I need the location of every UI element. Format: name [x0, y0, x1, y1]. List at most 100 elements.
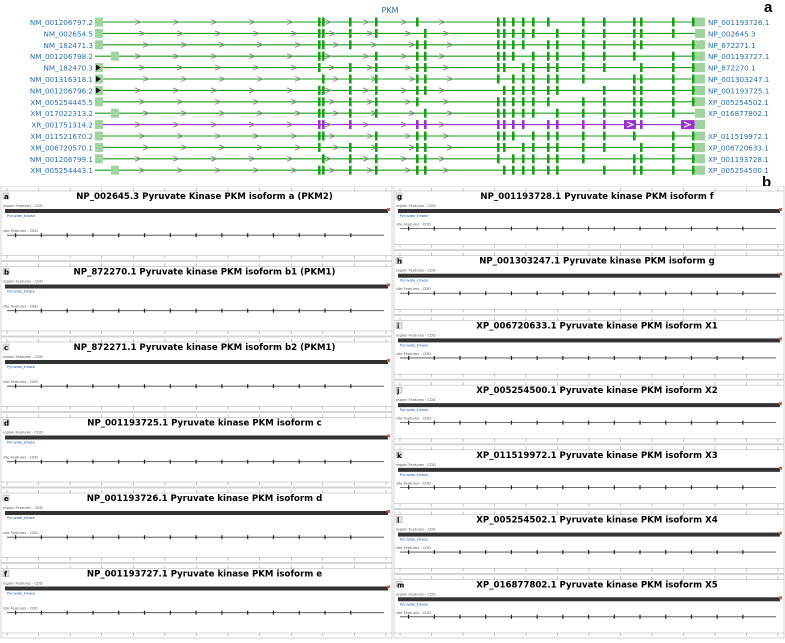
domain-label: Pyruvate_kinase: [400, 538, 428, 542]
site-mark: [588, 550, 590, 555]
protein-accession-label: NP_872271.1: [708, 41, 756, 50]
strand-arrow-icon: [172, 121, 181, 128]
strand-arrow-icon: [442, 30, 451, 37]
track-label: region Features - CDD: [3, 280, 43, 284]
panel-frame: [393, 379, 785, 445]
exon-block: [512, 51, 515, 61]
track-label: site Features - CDD: [396, 417, 431, 421]
site-mark: [118, 384, 120, 389]
track-label: region Features - CDD: [396, 463, 436, 467]
exon-block: [603, 85, 606, 95]
start-arrow-icon: [96, 76, 101, 82]
utr-block: [695, 85, 705, 95]
site-mark: [350, 610, 352, 615]
site-mark: [665, 355, 667, 360]
domain-bar: [398, 597, 780, 602]
strand-arrow-icon: [176, 98, 185, 105]
panel-letter-box: [2, 192, 10, 200]
exon-block: [322, 108, 325, 118]
panel-letter: h: [397, 258, 402, 266]
exon-block: [318, 165, 321, 175]
strand-arrow-icon: [438, 121, 447, 128]
site-mark: [66, 459, 68, 464]
exon-block: [512, 85, 515, 95]
strand-arrow-icon: [324, 87, 333, 94]
exon-block: [633, 28, 636, 38]
protein-title: XP_005254502.1 Pyruvate kinase PKM isofo…: [476, 516, 717, 526]
exon-block: [532, 97, 535, 107]
exon-block: [692, 120, 695, 130]
exon-block: [640, 97, 643, 107]
site-mark: [510, 485, 513, 490]
exon-block: [603, 108, 606, 118]
strand-arrow-icon: [332, 76, 341, 82]
panel-letter: e: [4, 495, 9, 503]
track-label: site Features - CDD: [396, 611, 431, 615]
protein-title: XP_006720633.1 Pyruvate kinase PKM isofo…: [476, 321, 717, 331]
site-mark: [562, 291, 564, 296]
site-mark: [639, 355, 641, 360]
exon-block: [532, 51, 535, 61]
site-mark: [66, 535, 68, 540]
site-mark: [66, 384, 68, 389]
exon-block: [672, 17, 675, 27]
exon-block: [503, 97, 506, 107]
strand-arrow-icon: [290, 167, 299, 174]
site-mark: [665, 291, 667, 296]
exon-block: [582, 120, 585, 130]
domain-bar: [398, 209, 780, 213]
site-mark: [562, 550, 564, 555]
exon-block: [375, 85, 378, 95]
domain-bar: [5, 511, 388, 515]
site-mark: [15, 459, 17, 464]
panel-letter: a: [4, 193, 9, 201]
strand-arrow-icon: [366, 167, 375, 174]
site-mark: [247, 308, 249, 313]
exon-block: [532, 165, 535, 175]
site-mark: [536, 614, 538, 619]
protein-panel: m XP_016877802.1 Pyruvate kinase PKM isof…: [393, 573, 785, 639]
exon-block: [424, 51, 427, 61]
site-mark: [324, 535, 326, 540]
site-mark: [92, 233, 94, 238]
site-mark: [350, 459, 352, 464]
site-mark: [536, 550, 538, 555]
exon-block: [547, 74, 550, 84]
exon-block: [416, 40, 419, 50]
exon-block: [497, 28, 500, 38]
panel-frame: [0, 487, 393, 563]
site-mark: [221, 610, 223, 615]
exon-block: [603, 17, 606, 27]
site-mark: [742, 355, 744, 360]
strand-arrow-icon: [218, 110, 227, 117]
strand-arrow-icon: [290, 133, 299, 139]
site-mark: [690, 355, 693, 360]
site-mark: [272, 459, 275, 464]
site-mark: [195, 308, 197, 313]
exon-block: [349, 142, 352, 152]
strand-arrow-icon: [362, 121, 371, 128]
exon-block: [375, 108, 378, 118]
strand-arrow-icon: [404, 64, 413, 71]
panel-letter-b: b: [762, 174, 772, 191]
exon-block: [322, 51, 325, 61]
site-mark: [716, 550, 718, 555]
site-mark: [40, 233, 42, 238]
exon-block: [547, 120, 550, 130]
strand-arrow-icon: [400, 19, 409, 25]
track-label: site Features - CDD: [396, 546, 431, 550]
strand-arrow-icon: [370, 41, 379, 48]
exon-block: [522, 142, 525, 152]
site-mark: [690, 420, 693, 425]
exon-block: [582, 154, 585, 164]
utr-block: [95, 154, 103, 164]
protein-accession-label: NP_002645.3: [708, 29, 756, 38]
strand-arrow-icon: [446, 76, 455, 82]
protein-title: NP_002645.3 Pyruvate Kinase PKM isoform …: [76, 192, 333, 202]
protein-panel: e NP_001193726.1 Pyruvate kinase PKM isof…: [0, 487, 393, 563]
exon-block: [349, 154, 352, 164]
strand-arrow-icon: [328, 30, 337, 37]
exon-block: [633, 97, 636, 107]
site-mark: [433, 420, 435, 425]
exon-block: [547, 51, 550, 61]
